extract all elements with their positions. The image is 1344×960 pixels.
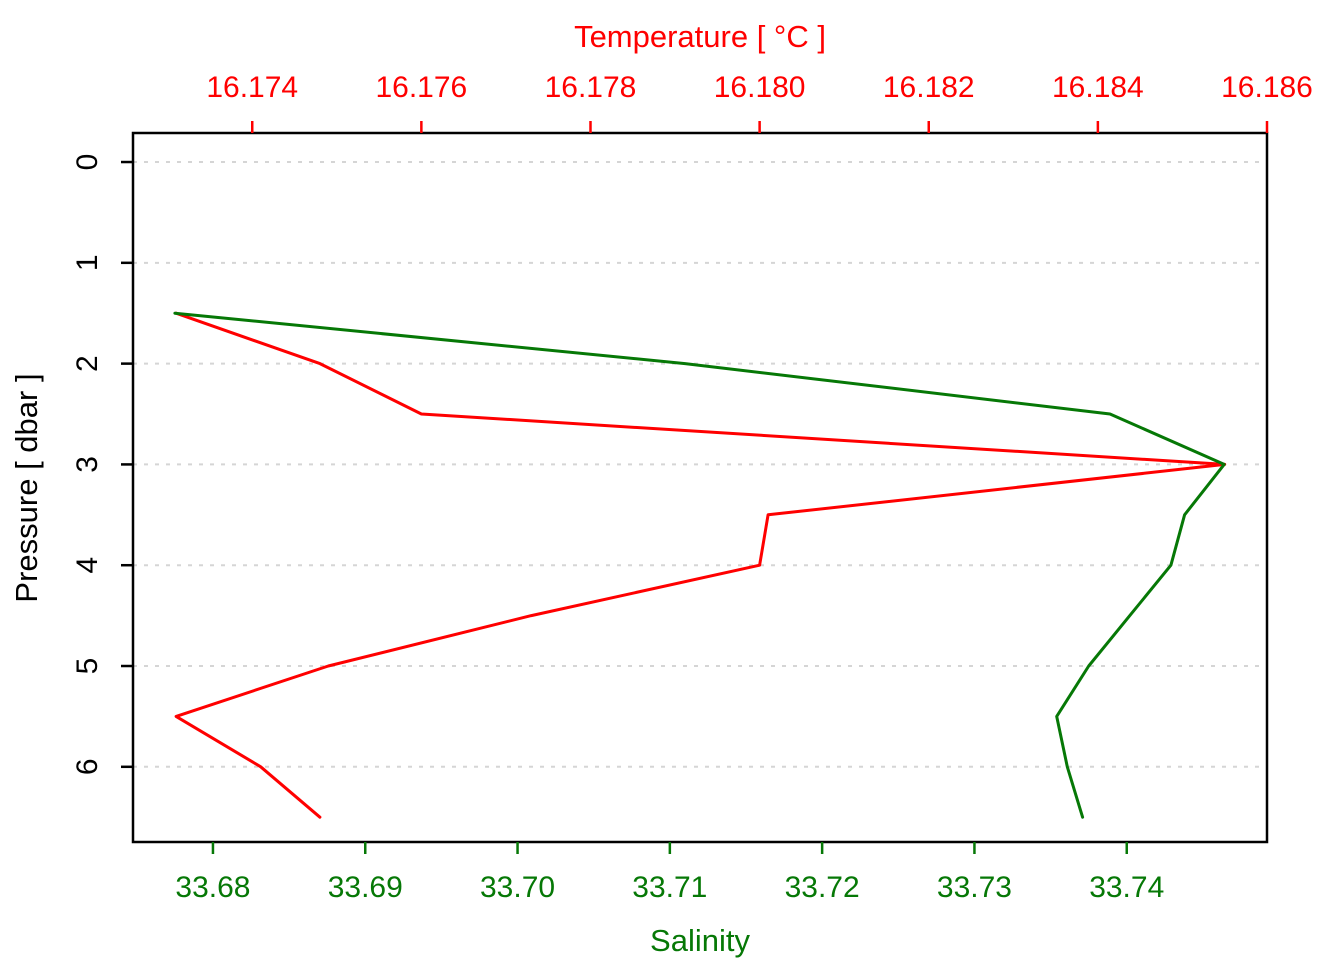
bottom-tick-label: 33.73 xyxy=(937,871,1012,904)
top-tick-label: 16.174 xyxy=(206,71,298,104)
bottom-tick-label: 33.69 xyxy=(328,871,403,904)
left-tick-label: 4 xyxy=(71,557,104,574)
axis-tick-labels: 16.174 16.176 16.178 16.180 16.182 16.184 16.1… xyxy=(71,71,1313,904)
bottom-tick-label: 33.74 xyxy=(1089,871,1164,904)
temperature-line xyxy=(174,311,1227,819)
bottom-tick-label: 33.72 xyxy=(785,871,860,904)
left-tick-label: 3 xyxy=(71,456,104,473)
top-tick-label: 16.184 xyxy=(1052,71,1144,104)
left-axis-title: Pressure [ dbar ] xyxy=(9,373,44,602)
series-lines xyxy=(173,311,1227,819)
bottom-tick-label: 33.71 xyxy=(632,871,707,904)
plot-box-group xyxy=(131,131,1269,844)
plot-box xyxy=(131,131,1269,844)
top-tick-label: 16.176 xyxy=(375,71,467,104)
axis-ticks xyxy=(121,121,1269,854)
top-axis-title: Temperature [ °C ] xyxy=(574,19,826,54)
bottom-axis-title: Salinity xyxy=(650,923,750,958)
top-tick-label: 16.186 xyxy=(1221,71,1313,104)
salinity-line xyxy=(173,311,1226,819)
left-tick-label: 1 xyxy=(71,254,104,271)
gridlines xyxy=(133,161,1267,768)
bottom-tick-label: 33.68 xyxy=(175,871,250,904)
left-tick-label: 0 xyxy=(71,154,104,171)
left-tick-label: 6 xyxy=(71,758,104,775)
left-tick-label: 5 xyxy=(71,658,104,675)
top-tick-label: 16.178 xyxy=(545,71,637,104)
top-tick-label: 16.182 xyxy=(883,71,975,104)
left-tick-label: 2 xyxy=(71,355,104,372)
top-tick-label: 16.180 xyxy=(714,71,806,104)
bottom-tick-label: 33.70 xyxy=(480,871,555,904)
